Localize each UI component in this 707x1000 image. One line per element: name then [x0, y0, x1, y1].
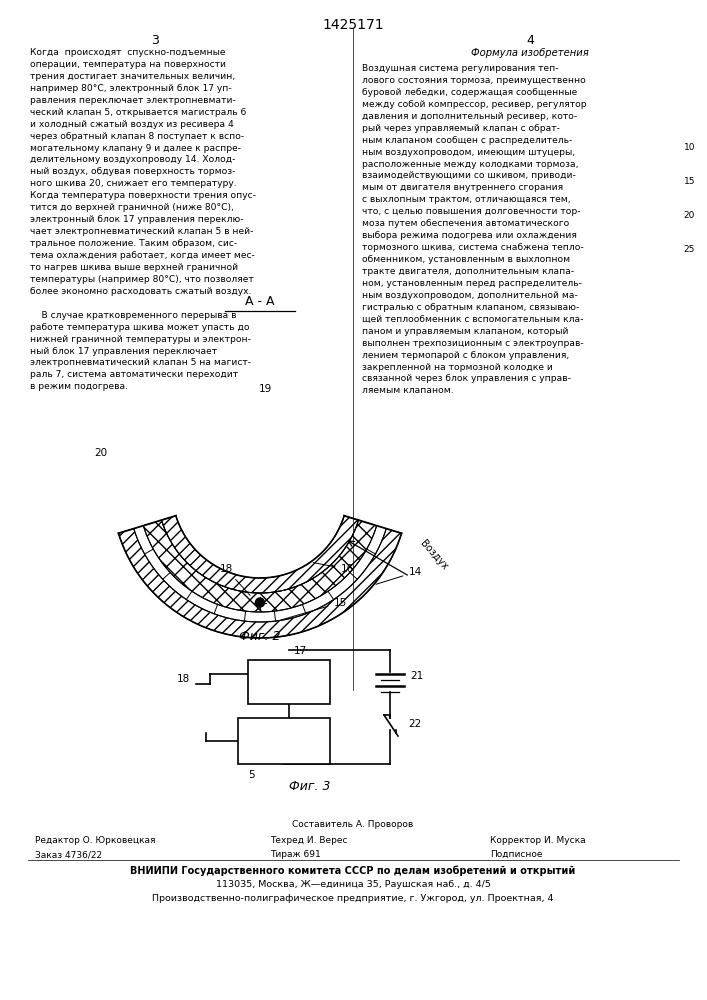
Text: 25: 25 [684, 245, 695, 254]
Text: 15: 15 [281, 598, 346, 620]
Text: 19: 19 [258, 384, 271, 394]
Text: 3: 3 [151, 34, 159, 47]
Bar [238, 718, 330, 764]
Bar [248, 660, 330, 704]
Text: 16: 16 [313, 563, 354, 574]
Text: ВНИИПИ Государственного комитета СССР по делам изобретений и открытий: ВНИИПИ Государственного комитета СССР по… [130, 865, 575, 876]
Text: 10: 10 [684, 143, 695, 152]
Text: Фиг. 3: Фиг. 3 [289, 780, 331, 793]
Text: Заказ 4736/22: Заказ 4736/22 [35, 850, 102, 859]
Text: 18: 18 [220, 564, 250, 595]
Text: 14: 14 [376, 567, 421, 584]
Text: 18: 18 [177, 674, 190, 684]
Text: 22: 22 [408, 719, 421, 729]
Text: Формула изобретения: Формула изобретения [471, 48, 589, 58]
Circle shape [255, 598, 264, 607]
Text: Фиг. 2: Фиг. 2 [239, 630, 281, 643]
Text: Подписное: Подписное [490, 850, 542, 859]
Text: Воздух: Воздух [418, 538, 450, 572]
Text: 21: 21 [410, 671, 423, 681]
Text: 1425171: 1425171 [322, 18, 384, 32]
Text: Редактор О. Юрковецкая: Редактор О. Юрковецкая [35, 836, 156, 845]
Text: 17: 17 [294, 646, 308, 656]
Text: 20: 20 [94, 448, 107, 458]
Text: Корректор И. Муска: Корректор И. Муска [490, 836, 585, 845]
Text: 20: 20 [684, 212, 695, 221]
Polygon shape [144, 520, 377, 612]
Text: 15: 15 [684, 178, 695, 186]
Text: 113035, Москва, Ж—единица 35, Раушская наб., д. 4/5: 113035, Москва, Ж—единица 35, Раушская н… [216, 880, 491, 889]
Text: 4: 4 [526, 34, 534, 47]
Text: А - А: А - А [245, 295, 275, 308]
Text: Воздушная система регулирования теп-
лового состояния тормоза, преимущественно
б: Воздушная система регулирования теп- лов… [362, 64, 587, 395]
Text: Когда  происходят  спускно-подъемные
операции, температура на поверхности
трения: Когда происходят спускно-подъемные опера… [30, 48, 256, 391]
Text: Производственно-полиграфическое предприятие, г. Ужгород, ул. Проектная, 4: Производственно-полиграфическое предприя… [152, 894, 554, 903]
Text: Тираж 691: Тираж 691 [270, 850, 321, 859]
Text: Техред И. Верес: Техред И. Верес [270, 836, 348, 845]
Text: 5: 5 [248, 770, 255, 780]
Text: Составитель А. Проворов: Составитель А. Проворов [293, 820, 414, 829]
